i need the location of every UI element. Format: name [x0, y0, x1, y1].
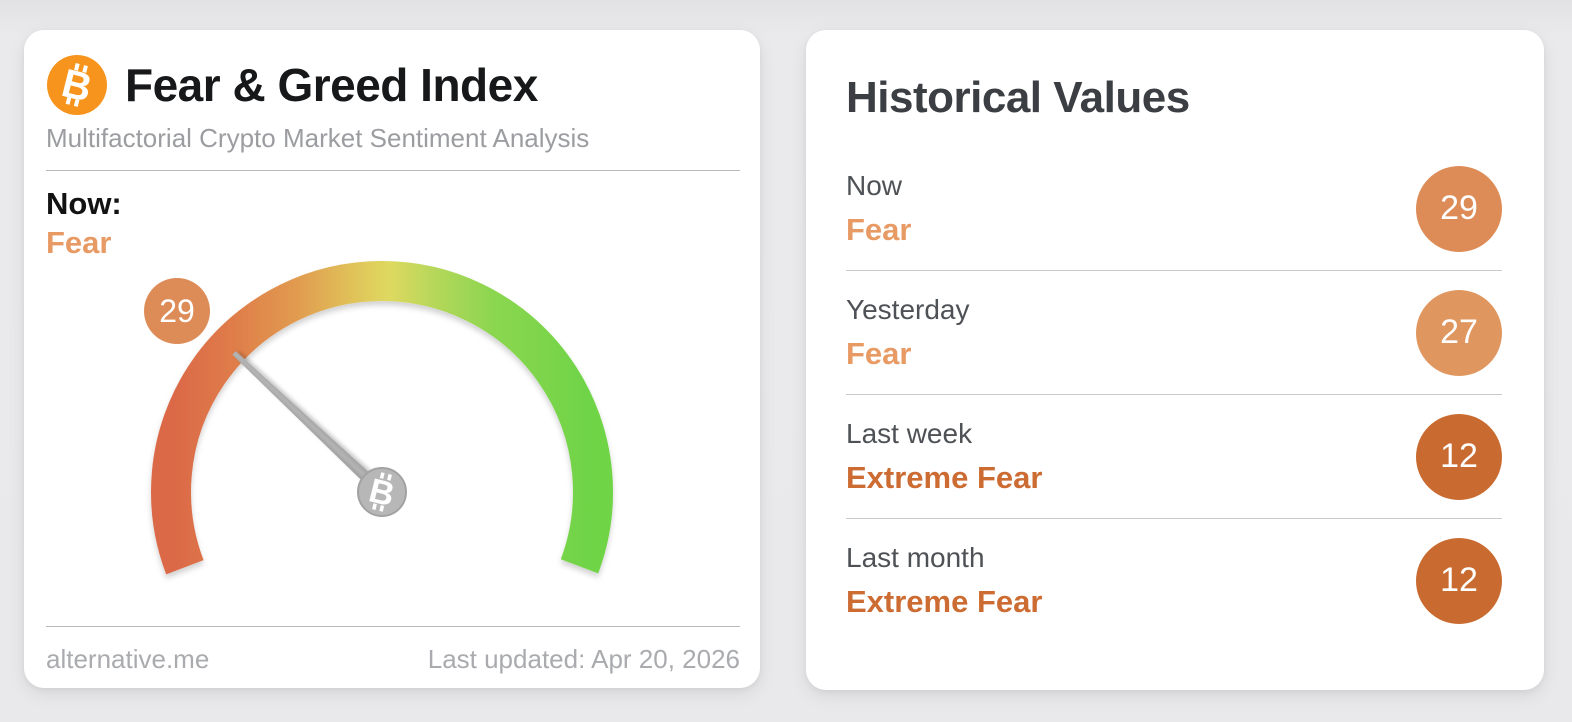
source-link[interactable]: alternative.me [46, 644, 210, 674]
row-sentiment: Extreme Fear [846, 459, 1043, 495]
row-label: Now [846, 170, 903, 202]
page-title: Fear & Greed Index [125, 58, 538, 111]
historical-values-card: Historical Values Now Fear 29 Yesterday … [806, 30, 1544, 690]
fear-greed-header: B Fear & Greed Index [24, 30, 760, 116]
gauge-arc [151, 261, 613, 575]
historical-title: Historical Values [846, 73, 1190, 122]
historical-rows: Now Fear 29 Yesterday Fear 27 Last week … [846, 147, 1502, 642]
last-updated-text: Last updated: Apr 20, 2026 [427, 644, 740, 674]
header-divider [46, 169, 740, 171]
page-subtitle: Multifactorial Crypto Market Sentiment A… [46, 123, 590, 153]
gauge-pivot: B [357, 467, 407, 517]
gauge-needle [232, 351, 392, 502]
row-value-badge: 12 [1416, 537, 1502, 624]
historical-row-yesterday: Yesterday Fear 27 [846, 271, 1502, 396]
row-sentiment: Fear [846, 335, 912, 371]
historical-row-now: Now Fear 29 [846, 147, 1502, 272]
bitcoin-icon: B [47, 55, 107, 115]
fear-greed-gauge: B [151, 261, 613, 575]
row-label: Last month [846, 542, 985, 574]
fear-greed-card: B Fear & Greed Index Multifactorial Cryp… [24, 30, 760, 688]
row-sentiment: Fear [846, 211, 912, 247]
row-label: Yesterday [846, 294, 970, 326]
row-value-badge: 27 [1416, 289, 1502, 376]
row-label: Last week [846, 418, 973, 450]
historical-row-last-week: Last week Extreme Fear 12 [846, 395, 1502, 520]
row-value-badge: 12 [1416, 413, 1502, 500]
now-label: Now: [46, 185, 122, 221]
now-sentiment: Fear [46, 225, 112, 261]
gauge-value-badge: 29 [144, 278, 210, 344]
row-sentiment: Extreme Fear [846, 583, 1043, 619]
historical-row-last-month: Last month Extreme Fear 12 [846, 519, 1502, 642]
card-footer: alternative.me Last updated: Apr 20, 202… [46, 626, 740, 675]
row-value-badge: 29 [1416, 165, 1502, 252]
